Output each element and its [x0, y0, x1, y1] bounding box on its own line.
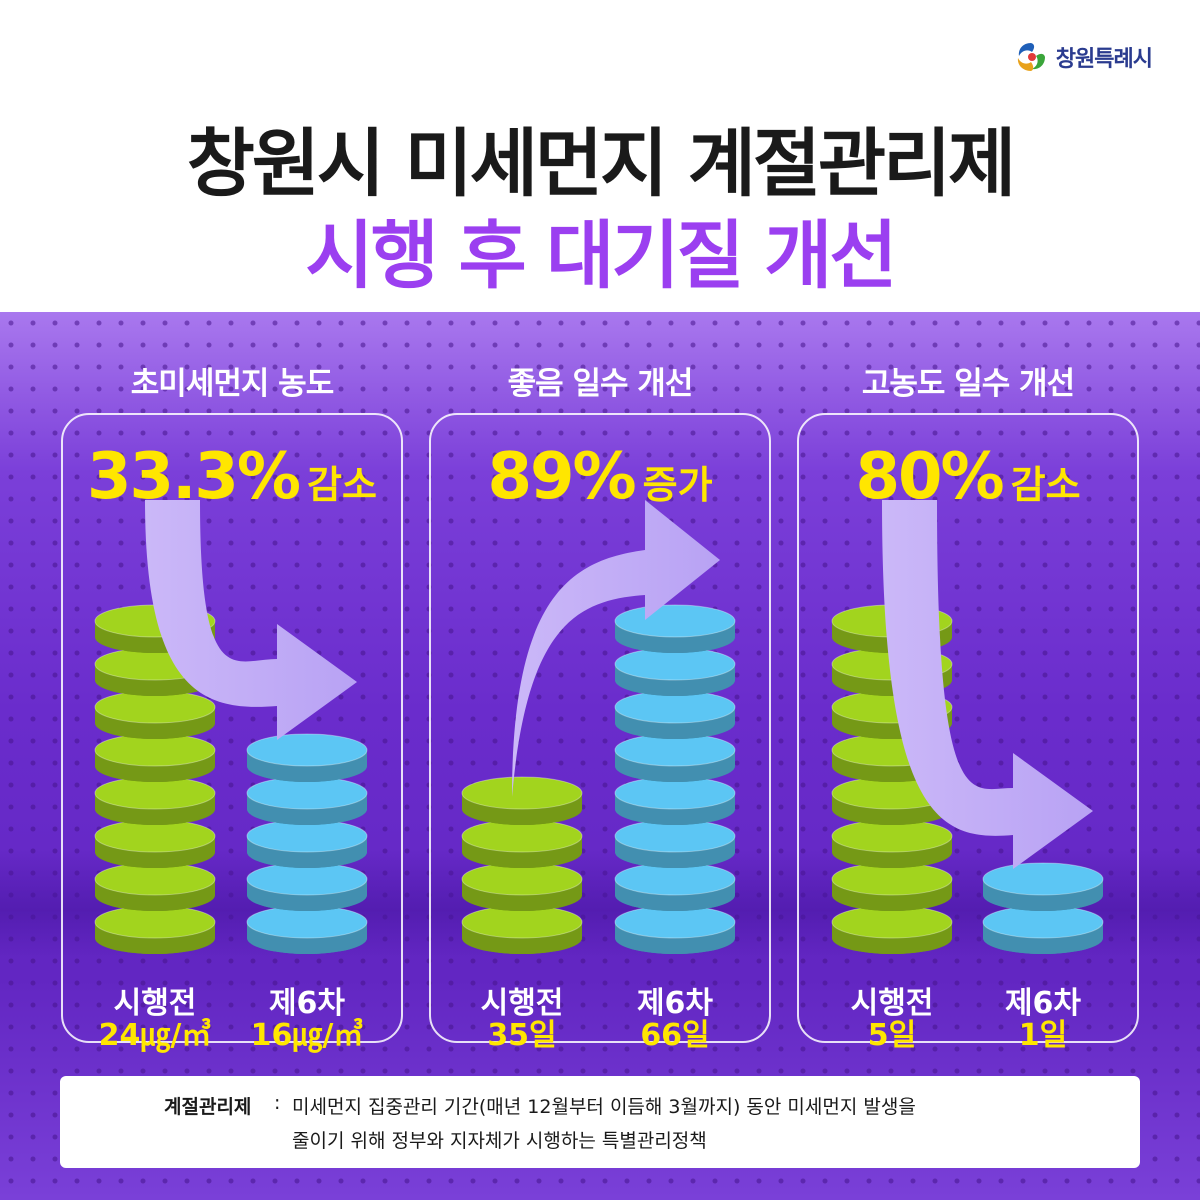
headline-word: 감소	[307, 463, 377, 507]
headline-percent: 89%	[487, 440, 636, 514]
category-label: 제6차	[268, 986, 346, 1021]
headline-good-days: 89% 증가	[429, 440, 771, 514]
headline-high-days: 80% 감소	[797, 440, 1139, 514]
city-logo: 창원특례시	[1014, 40, 1153, 74]
page-title: 창원시 미세먼지 계절관리제	[186, 121, 1016, 207]
category-label: 시행전	[480, 986, 564, 1021]
value-label: 1일	[1018, 1018, 1068, 1053]
note-term: 계절관리제	[164, 1096, 252, 1118]
value-label: 66일	[640, 1018, 710, 1053]
headline-percent: 80%	[855, 440, 1004, 514]
chart-card-fine-dust	[61, 413, 403, 1043]
header-area: 창원특례시 창원시 미세먼지 계절관리제 시행 후 대기질 개선	[0, 0, 1200, 312]
category-label: 제6차	[1004, 986, 1082, 1021]
headline-word: 증가	[642, 463, 713, 507]
note-line-2: 줄이기 위해 정부와 지자체가 시행하는 특별관리정책	[292, 1130, 707, 1152]
value-label: 16㎍/㎥	[250, 1018, 364, 1053]
chart-title-good-days: 좋음 일수 개선	[507, 366, 694, 402]
page-subtitle: 시행 후 대기질 개선	[305, 213, 898, 299]
headline-fine-dust: 33.3% 감소	[61, 440, 403, 514]
chart-title-high-days: 고농도 일수 개선	[861, 366, 1075, 402]
chart-card-high-days	[797, 413, 1139, 1043]
city-name: 창원특례시	[1055, 47, 1153, 72]
category-label: 제6차	[636, 986, 714, 1021]
note-separator: :	[274, 1092, 281, 1114]
city-emblem-icon	[1017, 43, 1045, 71]
definition-note: 계절관리제 : 미세먼지 집중관리 기간(매년 12월부터 이듬해 3월까지) …	[60, 1076, 1140, 1168]
category-label: 시행전	[850, 986, 934, 1021]
value-label: 24㎍/㎥	[98, 1018, 212, 1053]
headline-word: 감소	[1010, 463, 1081, 507]
chart-card-good-days	[429, 413, 771, 1043]
value-label: 5일	[867, 1018, 917, 1053]
chart-title-fine-dust: 초미세먼지 농도	[130, 366, 334, 402]
category-label: 시행전	[113, 986, 197, 1021]
note-line-1: 미세먼지 집중관리 기간(매년 12월부터 이듬해 3월까지) 동안 미세먼지 …	[292, 1096, 916, 1118]
value-label: 35일	[487, 1018, 557, 1053]
headline-percent: 33.3%	[87, 440, 301, 514]
